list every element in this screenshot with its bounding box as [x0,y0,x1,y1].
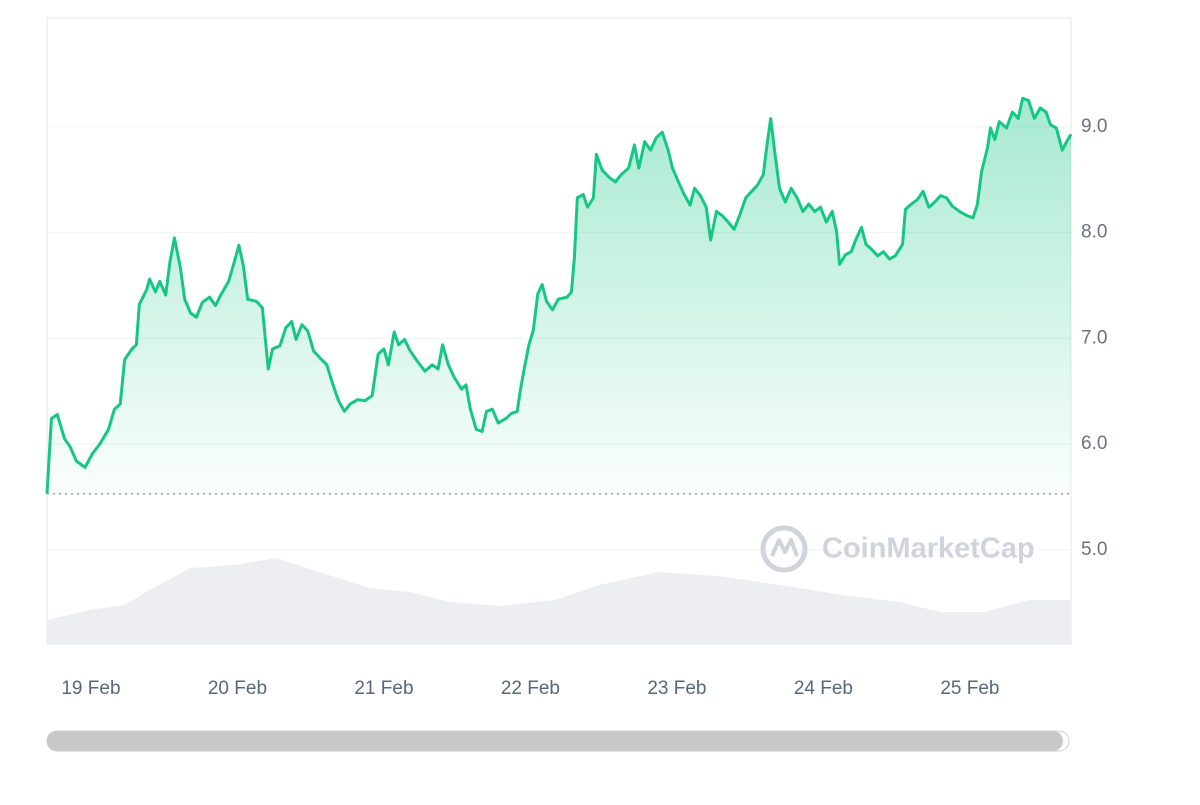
x-tick-label: 22 Feb [501,678,560,699]
y-tick-label: 6.0 [1081,433,1107,454]
watermark: CoinMarketCap [760,525,1035,573]
y-tick-label: 9.0 [1081,116,1107,137]
scrollbar-thumb[interactable] [47,731,1063,751]
x-tick-label: 21 Feb [354,678,413,699]
x-tick-label: 24 Feb [794,678,853,699]
y-tick-label: 7.0 [1081,327,1107,348]
price-line [45,96,1073,494]
volume-layer [47,558,1071,645]
y-tick-label: 5.0 [1081,539,1107,560]
x-tick-label: 23 Feb [647,678,706,699]
axes: 5.0 6.0 7.0 8.0 9.0 19 Feb 20 Feb 21 Feb 22 Feb 2… [61,116,1107,699]
volume-area [47,558,1071,645]
price-area [47,98,1071,494]
x-tick-label: 19 Feb [61,678,120,699]
x-tick-label: 20 Feb [208,678,267,699]
watermark-logo [760,525,808,573]
x-tick-label: 25 Feb [940,678,999,699]
watermark-text: CoinMarketCap [822,533,1035,565]
watermark-logo [770,538,799,557]
price-layer [45,96,1073,495]
y-tick-label: 8.0 [1081,222,1107,243]
